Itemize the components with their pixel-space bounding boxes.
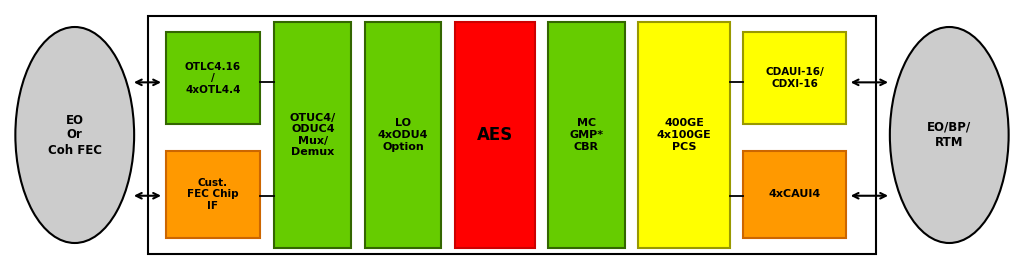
FancyBboxPatch shape (365, 22, 441, 248)
FancyBboxPatch shape (148, 16, 876, 254)
Text: 400GE
4x100GE
PCS: 400GE 4x100GE PCS (656, 119, 712, 151)
Ellipse shape (890, 27, 1009, 243)
FancyBboxPatch shape (743, 32, 846, 124)
FancyBboxPatch shape (166, 32, 260, 124)
Text: MC
GMP*
CBR: MC GMP* CBR (569, 119, 603, 151)
Text: CDAUI-16/
CDXI-16: CDAUI-16/ CDXI-16 (765, 68, 824, 89)
Ellipse shape (15, 27, 134, 243)
FancyBboxPatch shape (743, 151, 846, 238)
Text: EO
Or
Coh FEC: EO Or Coh FEC (48, 113, 101, 157)
FancyBboxPatch shape (274, 22, 351, 248)
FancyBboxPatch shape (455, 22, 535, 248)
FancyBboxPatch shape (638, 22, 730, 248)
FancyBboxPatch shape (548, 22, 625, 248)
Text: Cust.
FEC Chip
IF: Cust. FEC Chip IF (187, 178, 239, 211)
Text: 4xCAUI4: 4xCAUI4 (768, 189, 821, 200)
Text: EO/BP/
RTM: EO/BP/ RTM (927, 121, 972, 149)
Text: OTUC4/
ODUC4
Mux/
Demux: OTUC4/ ODUC4 Mux/ Demux (290, 113, 336, 157)
Text: OTLC4.16
/
4xOTL4.4: OTLC4.16 / 4xOTL4.4 (185, 62, 241, 95)
FancyBboxPatch shape (166, 151, 260, 238)
Text: LO
4xODU4
Option: LO 4xODU4 Option (378, 119, 428, 151)
Text: AES: AES (476, 126, 513, 144)
